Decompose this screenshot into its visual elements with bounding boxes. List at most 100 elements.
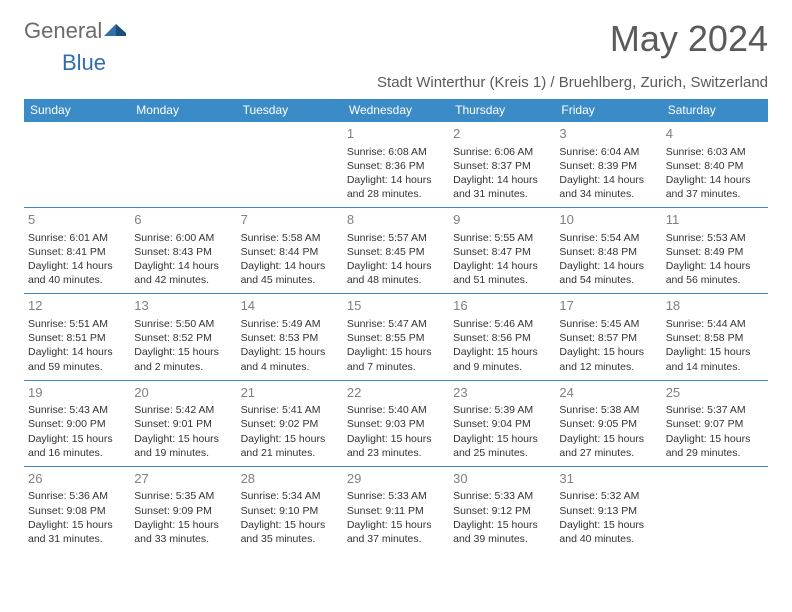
day-cell [24,122,130,208]
day-number: 19 [28,384,126,402]
day-number: 13 [134,297,232,315]
day-number: 2 [453,125,551,143]
day-info: Sunrise: 5:54 AMSunset: 8:48 PMDaylight:… [559,231,657,288]
day-cell: 22Sunrise: 5:40 AMSunset: 9:03 PMDayligh… [343,380,449,466]
day-cell: 10Sunrise: 5:54 AMSunset: 8:48 PMDayligh… [555,208,661,294]
week-row: 5 Sunrise: 6:01 AMSunset: 8:41 PMDaylight… [24,208,768,294]
day-number: 5 [28,211,126,229]
day-cell: 27Sunrise: 5:35 AMSunset: 9:09 PMDayligh… [130,466,236,552]
day-cell: 20Sunrise: 5:42 AMSunset: 9:01 PMDayligh… [130,380,236,466]
day-cell: 18 Sunrise: 5:44 AMSunset: 8:58 PMDayligh… [662,294,768,380]
day-info: Sunrise: 5:47 AMSunset: 8:55 PMDaylight:… [347,317,445,374]
day-info: Sunrise: 5:46 AMSunset: 8:56 PMDaylight:… [453,317,551,374]
day-number: 15 [347,297,445,315]
day-info: Sunrise: 5:57 AMSunset: 8:45 PMDaylight:… [347,231,445,288]
day-info: Sunrise: 5:49 AMSunset: 8:53 PMDaylight:… [241,317,339,374]
day-number: 29 [347,470,445,488]
day-info: Sunrise: 5:37 AMSunset: 9:07 PMDaylight:… [666,403,764,460]
day-info: Sunrise: 5:39 AMSunset: 9:04 PMDaylight:… [453,403,551,460]
day-cell: 3 Sunrise: 6:04 AMSunset: 8:39 PMDaylight… [555,122,661,208]
day-number: 21 [241,384,339,402]
day-cell: 11 Sunrise: 5:53 AMSunset: 8:49 PMDayligh… [662,208,768,294]
day-info: Sunrise: 5:50 AMSunset: 8:52 PMDaylight:… [134,317,232,374]
day-info: Sunrise: 5:55 AMSunset: 8:47 PMDaylight:… [453,231,551,288]
day-info: Sunrise: 5:33 AMSunset: 9:11 PMDaylight:… [347,489,445,546]
day-number: 7 [241,211,339,229]
calendar-table: SundayMondayTuesdayWednesdayThursdayFrid… [24,99,768,552]
logo-text-gray: General [24,18,102,44]
day-number: 4 [666,125,764,143]
day-cell: 12Sunrise: 5:51 AMSunset: 8:51 PMDayligh… [24,294,130,380]
day-info: Sunrise: 5:45 AMSunset: 8:57 PMDaylight:… [559,317,657,374]
day-cell: 29Sunrise: 5:33 AMSunset: 9:11 PMDayligh… [343,466,449,552]
day-info: Sunrise: 5:43 AMSunset: 9:00 PMDaylight:… [28,403,126,460]
day-info: Sunrise: 5:38 AMSunset: 9:05 PMDaylight:… [559,403,657,460]
day-number: 11 [666,211,764,229]
day-info: Sunrise: 5:42 AMSunset: 9:01 PMDaylight:… [134,403,232,460]
day-header: Tuesday [237,99,343,122]
day-header: Saturday [662,99,768,122]
day-cell: 6Sunrise: 6:00 AMSunset: 8:43 PMDaylight… [130,208,236,294]
day-number: 16 [453,297,551,315]
day-info: Sunrise: 6:00 AMSunset: 8:43 PMDaylight:… [134,231,232,288]
day-info: Sunrise: 5:40 AMSunset: 9:03 PMDaylight:… [347,403,445,460]
day-number: 9 [453,211,551,229]
day-number: 3 [559,125,657,143]
week-row: 19Sunrise: 5:43 AMSunset: 9:00 PMDayligh… [24,380,768,466]
day-info: Sunrise: 5:35 AMSunset: 9:09 PMDaylight:… [134,489,232,546]
calendar-body: 1 Sunrise: 6:08 AMSunset: 8:36 PMDaylight… [24,122,768,553]
day-info: Sunrise: 5:44 AMSunset: 8:58 PMDaylight:… [666,317,764,374]
day-number: 30 [453,470,551,488]
day-cell: 30Sunrise: 5:33 AMSunset: 9:12 PMDayligh… [449,466,555,552]
day-info: Sunrise: 5:53 AMSunset: 8:49 PMDaylight:… [666,231,764,288]
day-info: Sunrise: 5:33 AMSunset: 9:12 PMDaylight:… [453,489,551,546]
day-number: 27 [134,470,232,488]
day-info: Sunrise: 5:32 AMSunset: 9:13 PMDaylight:… [559,489,657,546]
day-cell: 7 Sunrise: 5:58 AMSunset: 8:44 PMDaylight… [237,208,343,294]
day-info: Sunrise: 6:01 AMSunset: 8:41 PMDaylight:… [28,231,126,288]
day-cell: 31Sunrise: 5:32 AMSunset: 9:13 PMDayligh… [555,466,661,552]
week-row: 12Sunrise: 5:51 AMSunset: 8:51 PMDayligh… [24,294,768,380]
day-cell: 19Sunrise: 5:43 AMSunset: 9:00 PMDayligh… [24,380,130,466]
day-info: Sunrise: 5:34 AMSunset: 9:10 PMDaylight:… [241,489,339,546]
day-cell: 16 Sunrise: 5:46 AMSunset: 8:56 PMDayligh… [449,294,555,380]
day-cell: 14Sunrise: 5:49 AMSunset: 8:53 PMDayligh… [237,294,343,380]
day-cell: 28Sunrise: 5:34 AMSunset: 9:10 PMDayligh… [237,466,343,552]
day-info: Sunrise: 5:51 AMSunset: 8:51 PMDaylight:… [28,317,126,374]
day-cell: 2Sunrise: 6:06 AMSunset: 8:37 PMDaylight… [449,122,555,208]
day-info: Sunrise: 6:08 AMSunset: 8:36 PMDaylight:… [347,145,445,202]
day-number: 8 [347,211,445,229]
logo-text-blue: Blue [62,50,106,75]
day-cell: 13 Sunrise: 5:50 AMSunset: 8:52 PMDayligh… [130,294,236,380]
day-cell: 1 Sunrise: 6:08 AMSunset: 8:36 PMDaylight… [343,122,449,208]
day-header: Sunday [24,99,130,122]
day-number: 25 [666,384,764,402]
logo-shape-icon [104,20,126,43]
day-header: Thursday [449,99,555,122]
day-number: 20 [134,384,232,402]
day-cell: 26Sunrise: 5:36 AMSunset: 9:08 PMDayligh… [24,466,130,552]
day-header: Wednesday [343,99,449,122]
day-cell [130,122,236,208]
day-cell: 17Sunrise: 5:45 AMSunset: 8:57 PMDayligh… [555,294,661,380]
day-cell: 25Sunrise: 5:37 AMSunset: 9:07 PMDayligh… [662,380,768,466]
day-cell: 5 Sunrise: 6:01 AMSunset: 8:41 PMDaylight… [24,208,130,294]
day-cell [662,466,768,552]
day-header-row: SundayMondayTuesdayWednesdayThursdayFrid… [24,99,768,122]
day-number: 1 [347,125,445,143]
day-number: 23 [453,384,551,402]
day-info: Sunrise: 5:58 AMSunset: 8:44 PMDaylight:… [241,231,339,288]
day-info: Sunrise: 6:03 AMSunset: 8:40 PMDaylight:… [666,145,764,202]
week-row: 26Sunrise: 5:36 AMSunset: 9:08 PMDayligh… [24,466,768,552]
day-cell: 24Sunrise: 5:38 AMSunset: 9:05 PMDayligh… [555,380,661,466]
day-number: 26 [28,470,126,488]
day-cell: 8 Sunrise: 5:57 AMSunset: 8:45 PMDaylight… [343,208,449,294]
day-number: 18 [666,297,764,315]
day-info: Sunrise: 6:04 AMSunset: 8:39 PMDaylight:… [559,145,657,202]
day-number: 31 [559,470,657,488]
location-subtitle: Stadt Winterthur (Kreis 1) / Bruehlberg,… [24,74,768,91]
week-row: 1 Sunrise: 6:08 AMSunset: 8:36 PMDaylight… [24,122,768,208]
day-info: Sunrise: 5:41 AMSunset: 9:02 PMDaylight:… [241,403,339,460]
day-number: 22 [347,384,445,402]
day-info: Sunrise: 5:36 AMSunset: 9:08 PMDaylight:… [28,489,126,546]
